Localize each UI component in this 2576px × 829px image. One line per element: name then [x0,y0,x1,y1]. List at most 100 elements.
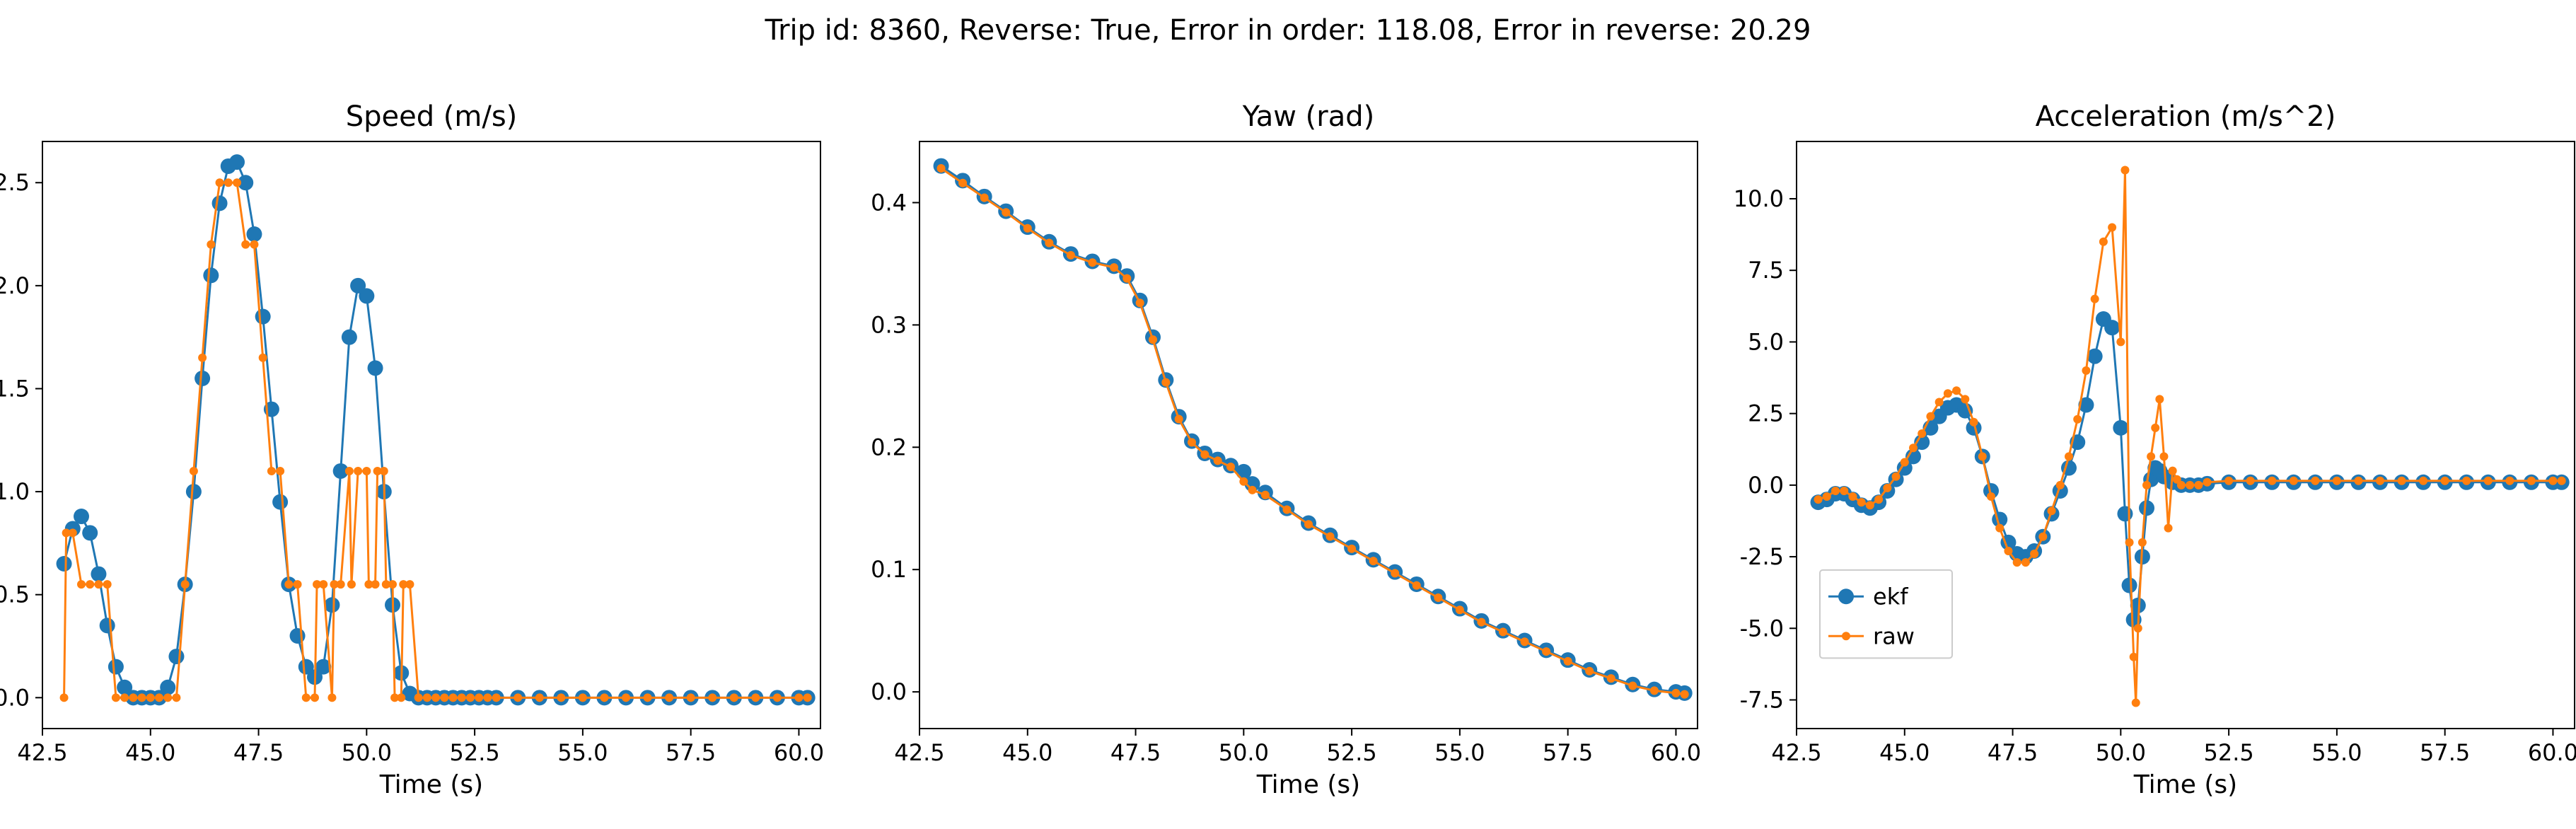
raw-marker [362,467,371,475]
raw-marker [2138,538,2147,547]
raw-marker [2419,477,2427,485]
raw-marker [622,693,630,702]
x-tick-label: 57.5 [2420,739,2470,766]
raw-marker [1304,520,1313,528]
ekf-marker [195,371,210,386]
raw-marker [2065,452,2073,460]
raw-marker [294,580,302,589]
raw-marker [1002,208,1010,216]
raw-marker [1161,378,1170,387]
raw-marker [155,693,163,702]
raw-marker [1521,637,1529,646]
raw-marker [2021,558,2030,567]
raw-marker [267,467,276,475]
panel-title: Speed (m/s) [42,100,820,133]
x-tick-label: 45.0 [1002,739,1052,766]
raw-marker [233,178,241,187]
figure-suptitle: Trip id: 8360, Reverse: True, Error in o… [0,14,2576,47]
raw-marker [405,580,414,589]
raw-marker [1944,389,1952,398]
raw-line [64,182,808,697]
y-tick-label: 0.1 [871,556,907,583]
x-tick-label: 50.0 [2096,739,2146,766]
raw-marker [2164,524,2173,533]
panel-title: Acceleration (m/s^2) [1797,100,2575,133]
x-tick-label: 42.5 [1771,739,1821,766]
raw-marker [397,693,405,702]
raw-marker [1848,492,1857,501]
raw-marker [2203,478,2212,487]
ekf-marker [108,659,124,675]
x-tick-label: 42.5 [894,739,944,766]
raw-marker [86,580,94,589]
ekf-marker [74,509,89,524]
raw-marker [1883,484,1891,492]
raw-marker [1542,647,1550,656]
legend-label-raw: raw [1873,622,1915,649]
raw-marker [1214,456,1222,465]
raw-marker [492,693,501,702]
raw-marker [112,693,120,702]
raw-marker [2484,477,2493,485]
raw-marker [319,580,327,589]
raw-marker [980,194,989,202]
raw-marker [2505,477,2514,485]
raw-marker [2082,366,2090,375]
raw-marker [2159,452,2168,460]
raw-marker [937,164,946,173]
raw-marker [2177,481,2186,489]
raw-marker [440,693,448,702]
raw-marker [302,693,311,702]
ekf-marker [324,597,340,613]
x-tick-label: 47.5 [233,739,284,766]
y-tick-label: 0.3 [871,311,907,338]
raw-marker [1901,458,1909,466]
raw-marker [1857,498,1866,506]
x-axis-label: Time (s) [1797,770,2575,799]
raw-marker [475,693,483,702]
raw-marker [1874,495,1883,504]
raw-marker [103,580,112,589]
ekf-marker [290,628,306,644]
raw-marker [1909,444,1918,452]
y-tick-label: 0.4 [871,189,907,216]
y-tick-label: 2.5 [0,169,30,196]
ekf-marker [2113,420,2128,436]
y-tick-label: 1.5 [0,375,30,402]
raw-marker [276,467,284,475]
raw-marker [1434,593,1442,602]
chart-svg: 42.545.047.550.052.555.057.560.00.00.51.… [42,141,820,729]
y-tick-label: 0.5 [0,581,30,608]
raw-marker [2120,166,2129,174]
raw-marker [94,580,103,589]
raw-marker [1149,335,1157,344]
raw-marker [1088,258,1096,267]
raw-marker [483,693,492,702]
x-tick-label: 50.0 [1219,739,1269,766]
raw-marker [535,693,544,702]
raw-marker [1067,251,1075,260]
ekf-marker [57,556,72,572]
ekf-line [64,162,808,697]
raw-marker [794,693,803,702]
x-tick-label: 45.0 [1879,739,1930,766]
y-tick-label: 0.0 [1748,472,1784,499]
raw-marker [2527,477,2536,485]
raw-marker [2130,653,2138,661]
raw-marker [557,693,565,702]
raw-marker [644,693,652,702]
raw-marker [1866,501,1874,509]
raw-marker [77,580,86,589]
raw-marker [241,240,250,249]
raw-marker [284,580,293,589]
y-tick-label: 2.5 [1748,400,1784,427]
raw-marker [2268,477,2276,485]
raw-marker [1978,452,1987,460]
raw-marker [1918,429,1926,438]
panel-1: Yaw (rad)Time (s)42.545.047.550.052.555.… [919,141,1698,729]
raw-marker [423,693,431,702]
chart-svg: 42.545.047.550.052.555.057.560.00.00.10.… [919,141,1698,729]
chart-svg: 42.545.047.550.052.555.057.560.0-7.5-5.0… [1797,141,2575,729]
raw-marker [751,693,760,702]
raw-marker [216,178,224,187]
